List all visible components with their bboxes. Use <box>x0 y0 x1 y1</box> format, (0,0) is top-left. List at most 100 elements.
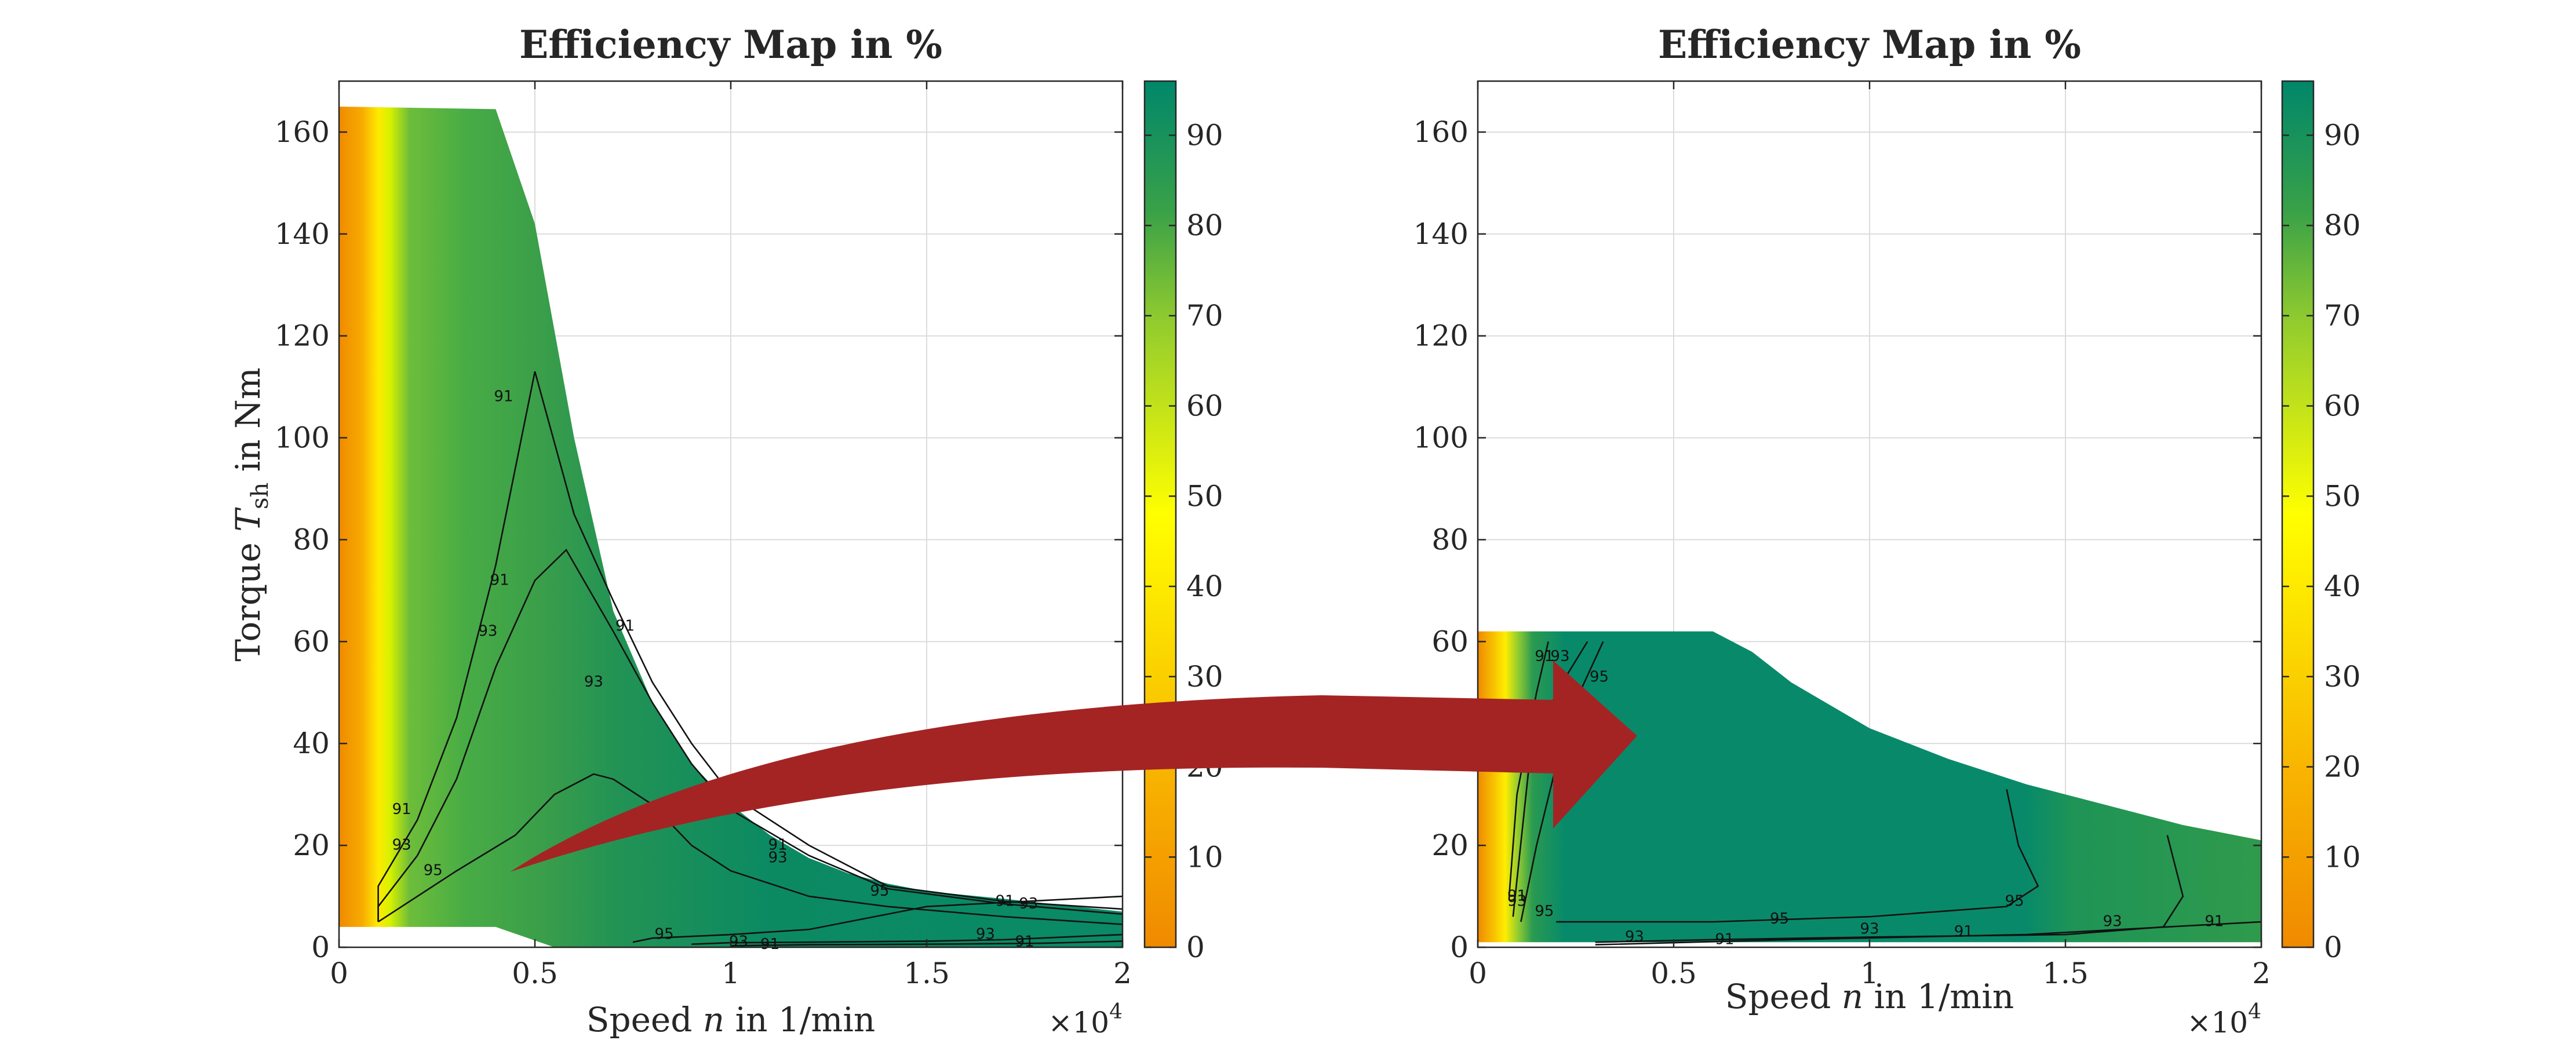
colorbar-tick-label: 10 <box>1186 840 1223 874</box>
x-axis-label: Speed n in 1/min <box>586 1000 876 1039</box>
colorbar-tick-label: 30 <box>1186 660 1223 694</box>
y-tick-label: 80 <box>1431 523 1469 556</box>
x-tick-label: 1 <box>722 957 740 990</box>
x-axis-label: Speed n in 1/min <box>1725 977 2014 1016</box>
colorbar-tick-label: 0 <box>1186 930 1205 964</box>
contour-line-93 <box>1595 835 2184 943</box>
colorbar-tick-label: 90 <box>2324 118 2361 152</box>
y-tick-label: 0 <box>311 930 330 964</box>
x-tick-label: 1.5 <box>2042 957 2089 990</box>
contour-label: 91 <box>494 388 513 406</box>
y-tick-label: 100 <box>1413 421 1469 455</box>
colorbar-tick-label: 70 <box>2324 299 2361 333</box>
colorbar-tick-label: 90 <box>1186 118 1223 152</box>
contour-line-95 <box>632 895 1123 943</box>
y-tick-label: 60 <box>1431 625 1469 658</box>
contour-line-93 <box>691 933 1123 946</box>
y-tick-label: 20 <box>1431 829 1469 862</box>
chart-title: Efficiency Map in % <box>1658 22 2081 67</box>
contour-label: 93 <box>976 926 995 943</box>
contour-line-95 <box>1556 789 2039 923</box>
contour-label: 91 <box>2205 913 2224 930</box>
colorbar-tick-label: 80 <box>1186 209 1223 242</box>
x-tick-label: 0 <box>1469 957 1487 990</box>
y-tick-label: 140 <box>1413 217 1469 251</box>
y-tick-label: 0 <box>1450 930 1469 964</box>
y-tick-label: 160 <box>1413 115 1469 149</box>
contour-label: 93 <box>1625 928 1644 946</box>
x-tick-label: 2 <box>1113 957 1132 990</box>
y-tick-label: 80 <box>293 523 330 556</box>
colorbar-tick-label: 30 <box>2324 660 2361 694</box>
x-tick-label: 0.5 <box>1650 957 1697 990</box>
contour-label: 93 <box>392 837 411 854</box>
contour-line-93 <box>377 548 1123 922</box>
y-tick-label: 40 <box>293 727 330 760</box>
colorbar-tick-label: 60 <box>1186 389 1223 423</box>
contour-label: 93 <box>1860 921 1879 938</box>
y-tick-label: 140 <box>275 217 330 251</box>
colorbar-tick-label: 0 <box>2324 930 2342 964</box>
x-tick-label: 1.5 <box>903 957 950 990</box>
colorbar-tick-label: 80 <box>2324 209 2361 242</box>
contour-label: 91 <box>490 571 509 589</box>
chart-title: Efficiency Map in % <box>519 22 942 67</box>
contour-line-91 <box>377 371 1123 922</box>
colorbar-tick-label: 50 <box>2324 479 2361 513</box>
contour-label: 93 <box>1507 892 1526 910</box>
efficiency-region <box>339 106 1123 947</box>
contour-label: 95 <box>1535 903 1554 920</box>
x-multiplier: ×104 <box>2187 1000 2261 1039</box>
y-tick-label: 100 <box>275 421 330 455</box>
contour-label: 95 <box>424 862 443 879</box>
contour-label: 95 <box>870 882 889 900</box>
contour-label: 93 <box>2103 913 2122 930</box>
x-multiplier: ×104 <box>1048 1000 1123 1039</box>
contour-label: 93 <box>584 673 603 691</box>
contour-label: 95 <box>1770 910 1789 928</box>
contour-label: 93 <box>768 849 788 867</box>
contour-label: 93 <box>1019 895 1038 913</box>
x-tick-label: 0 <box>330 957 348 990</box>
contour-label: 91 <box>392 801 411 818</box>
colorbar-tick-label: 20 <box>2324 750 2361 784</box>
colorbar-tick-label: 50 <box>1186 479 1223 513</box>
x-tick-label: 2 <box>2252 957 2271 990</box>
colorbar: 0 10 20 30 40 50 60 70 80 90 <box>2281 80 2361 964</box>
colorbar-tick-label: 40 <box>2324 570 2361 603</box>
transition-arrow <box>510 660 1637 872</box>
y-axis-label: Torque Tsh in Nm <box>228 367 274 662</box>
x-tick-label: 1 <box>1860 957 1879 990</box>
colorbar-tick-label: 40 <box>1186 570 1223 603</box>
contour-label: 91 <box>768 837 788 854</box>
colorbar-tick-label: 70 <box>1186 299 1223 333</box>
contour-label: 91 <box>1715 930 1734 948</box>
contour-label: 91 <box>1535 648 1554 665</box>
contour-line-95 <box>1520 641 1604 922</box>
contour-label: 91 <box>1507 888 1526 905</box>
contour-label: 93 <box>478 622 497 640</box>
colorbar-tick-label: 60 <box>2324 389 2361 423</box>
y-tick-label: 120 <box>1413 319 1469 353</box>
contour-label: 91 <box>996 892 1015 910</box>
contour-label: 95 <box>2005 892 2024 910</box>
efficiency-region <box>1478 631 2261 943</box>
colorbar-tick-label: 10 <box>2324 840 2361 874</box>
contour-label: 91 <box>760 936 779 953</box>
x-tick-label: 0.5 <box>512 957 558 990</box>
contour-label: 91 <box>615 617 635 634</box>
y-tick-label: 120 <box>275 319 330 353</box>
contour-label: 95 <box>1590 668 1609 685</box>
y-tick-label: 160 <box>275 115 330 149</box>
colorbar-ticks: 0 10 20 30 40 50 60 70 80 90 <box>2282 118 2361 964</box>
contour-line-91 <box>1595 921 2262 946</box>
contour-label: 95 <box>655 926 674 943</box>
contour-label: 91 <box>1954 923 1973 940</box>
y-tick-label: 20 <box>293 829 330 862</box>
